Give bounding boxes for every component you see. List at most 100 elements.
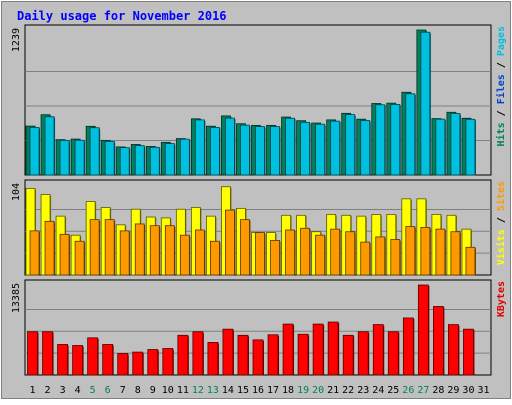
bar-sites-day-15 — [240, 219, 250, 276]
legend-item: / — [496, 56, 507, 74]
x-tick-label: 5 — [90, 385, 96, 396]
bar-sites-day-16 — [255, 232, 265, 276]
x-tick-label: 15 — [237, 385, 249, 396]
bar-kbytes-day-30 — [463, 328, 474, 376]
x-tick-label: 28 — [432, 385, 444, 396]
bar-sites-day-14 — [225, 209, 235, 276]
x-tick-label: 17 — [267, 385, 279, 396]
bar-sites-day-4 — [74, 240, 85, 276]
x-tick-label: 12 — [192, 385, 204, 396]
bar-files-day-20 — [315, 123, 326, 176]
bar-kbytes-day-10 — [162, 348, 174, 376]
x-tick-label: 8 — [135, 385, 141, 396]
x-tick-label: 7 — [120, 385, 126, 396]
bar-sites-day-13 — [210, 240, 220, 276]
bar-sites-day-5 — [89, 219, 100, 276]
bar-sites-day-19 — [300, 227, 310, 276]
x-tick-label: 29 — [447, 385, 459, 396]
x-tick-label: 25 — [387, 385, 399, 396]
bar-sites-day-9 — [149, 225, 160, 276]
bar-kbytes-day-9 — [147, 349, 159, 376]
bar-kbytes-day-4 — [72, 345, 84, 376]
x-tick-label: 6 — [105, 385, 111, 396]
bar-kbytes-day-11 — [177, 334, 189, 376]
x-axis-labels: 1 2 3 4 5 6 7 8 9 10 11 12 13 14 15 16 17 18 19 20 21 22 23 24 2… — [30, 385, 490, 396]
bar-kbytes-day-5 — [87, 337, 99, 376]
legend-visits: Visits / Sites — [495, 181, 507, 265]
bar-kbytes-day-22 — [342, 334, 354, 376]
max-value-label: 104 — [11, 183, 22, 201]
bar-files-day-26 — [405, 93, 416, 176]
bar-kbytes-day-26 — [402, 317, 414, 376]
bar-sites-day-17 — [270, 239, 280, 276]
bar-files-day-6 — [104, 141, 115, 176]
x-tick-label: 20 — [312, 385, 324, 396]
bar-files-day-11 — [179, 138, 190, 176]
x-tick-label: 3 — [60, 385, 66, 396]
legend-item: Files — [495, 74, 507, 104]
bar-kbytes-day-6 — [102, 344, 114, 376]
bar-files-day-29 — [450, 113, 461, 176]
bar-kbytes-day-27 — [417, 284, 429, 376]
bar-files-day-12 — [194, 119, 205, 176]
bar-sites-day-24 — [375, 236, 386, 276]
x-tick-label: 22 — [342, 385, 354, 396]
bar-files-day-18 — [285, 117, 295, 176]
bar-sites-day-8 — [134, 223, 145, 276]
max-value-label: 1239 — [11, 28, 22, 52]
legend-item: / — [496, 211, 507, 229]
x-tick-label: 1 — [30, 385, 36, 396]
bar-files-day-30 — [465, 118, 476, 176]
legend-item: / — [496, 104, 507, 122]
x-tick-label: 14 — [222, 385, 234, 396]
bar-files-day-19 — [300, 121, 310, 176]
panel-visits: 104 Visits / Sites — [11, 179, 507, 276]
chart-title: Daily usage for November 2016 — [17, 9, 227, 23]
x-tick-label: 16 — [252, 385, 264, 396]
x-tick-label: 11 — [177, 385, 189, 396]
bar-kbytes-day-29 — [448, 324, 459, 376]
x-tick-label: 9 — [150, 385, 156, 396]
x-tick-label: 10 — [162, 385, 174, 396]
bar-files-day-27 — [420, 31, 431, 176]
legend-item: Sites — [495, 181, 507, 211]
bar-files-day-22 — [345, 114, 356, 176]
bar-sites-day-11 — [179, 234, 190, 276]
x-tick-label: 2 — [45, 385, 51, 396]
x-tick-label: 26 — [402, 385, 414, 396]
bar-sites-day-2 — [44, 220, 55, 276]
bar-kbytes-day-8 — [132, 351, 144, 376]
bar-kbytes-day-17 — [267, 334, 279, 376]
bar-files-day-15 — [240, 124, 250, 176]
x-tick-label: 19 — [297, 385, 309, 396]
panel-kbytes: 13385 KBytes — [11, 279, 507, 376]
bar-files-day-3 — [59, 139, 70, 176]
bar-kbytes-day-18 — [282, 323, 294, 376]
bar-sites-day-23 — [360, 241, 371, 276]
bar-kbytes-day-24 — [372, 324, 384, 376]
bar-files-day-1 — [29, 126, 40, 176]
bar-kbytes-day-28 — [432, 306, 444, 376]
x-tick-label: 18 — [282, 385, 294, 396]
bar-sites-day-27 — [420, 227, 431, 276]
x-tick-label: 30 — [462, 385, 474, 396]
x-tick-label: 21 — [327, 385, 339, 396]
bar-files-day-23 — [360, 120, 371, 176]
panel-hits: 1239 Hits / Files / Pages — [11, 24, 507, 176]
bar-kbytes-day-21 — [327, 321, 339, 376]
bar-files-day-24 — [375, 104, 386, 176]
legend-hits: Hits / Files / Pages — [495, 26, 507, 146]
bar-sites-day-29 — [450, 231, 461, 276]
legend-kbytes: KBytes — [496, 281, 507, 317]
bar-kbytes-day-12 — [192, 331, 204, 376]
bar-files-day-2 — [44, 116, 55, 176]
bar-sites-day-22 — [345, 231, 356, 276]
bar-files-day-9 — [149, 146, 160, 176]
bar-files-day-7 — [119, 147, 130, 176]
bar-sites-day-20 — [315, 234, 326, 276]
bar-files-day-21 — [330, 120, 341, 176]
bar-sites-day-28 — [435, 228, 446, 276]
x-tick-label: 4 — [75, 385, 81, 396]
bar-files-day-14 — [225, 117, 235, 176]
bar-kbytes-day-2 — [42, 331, 53, 376]
